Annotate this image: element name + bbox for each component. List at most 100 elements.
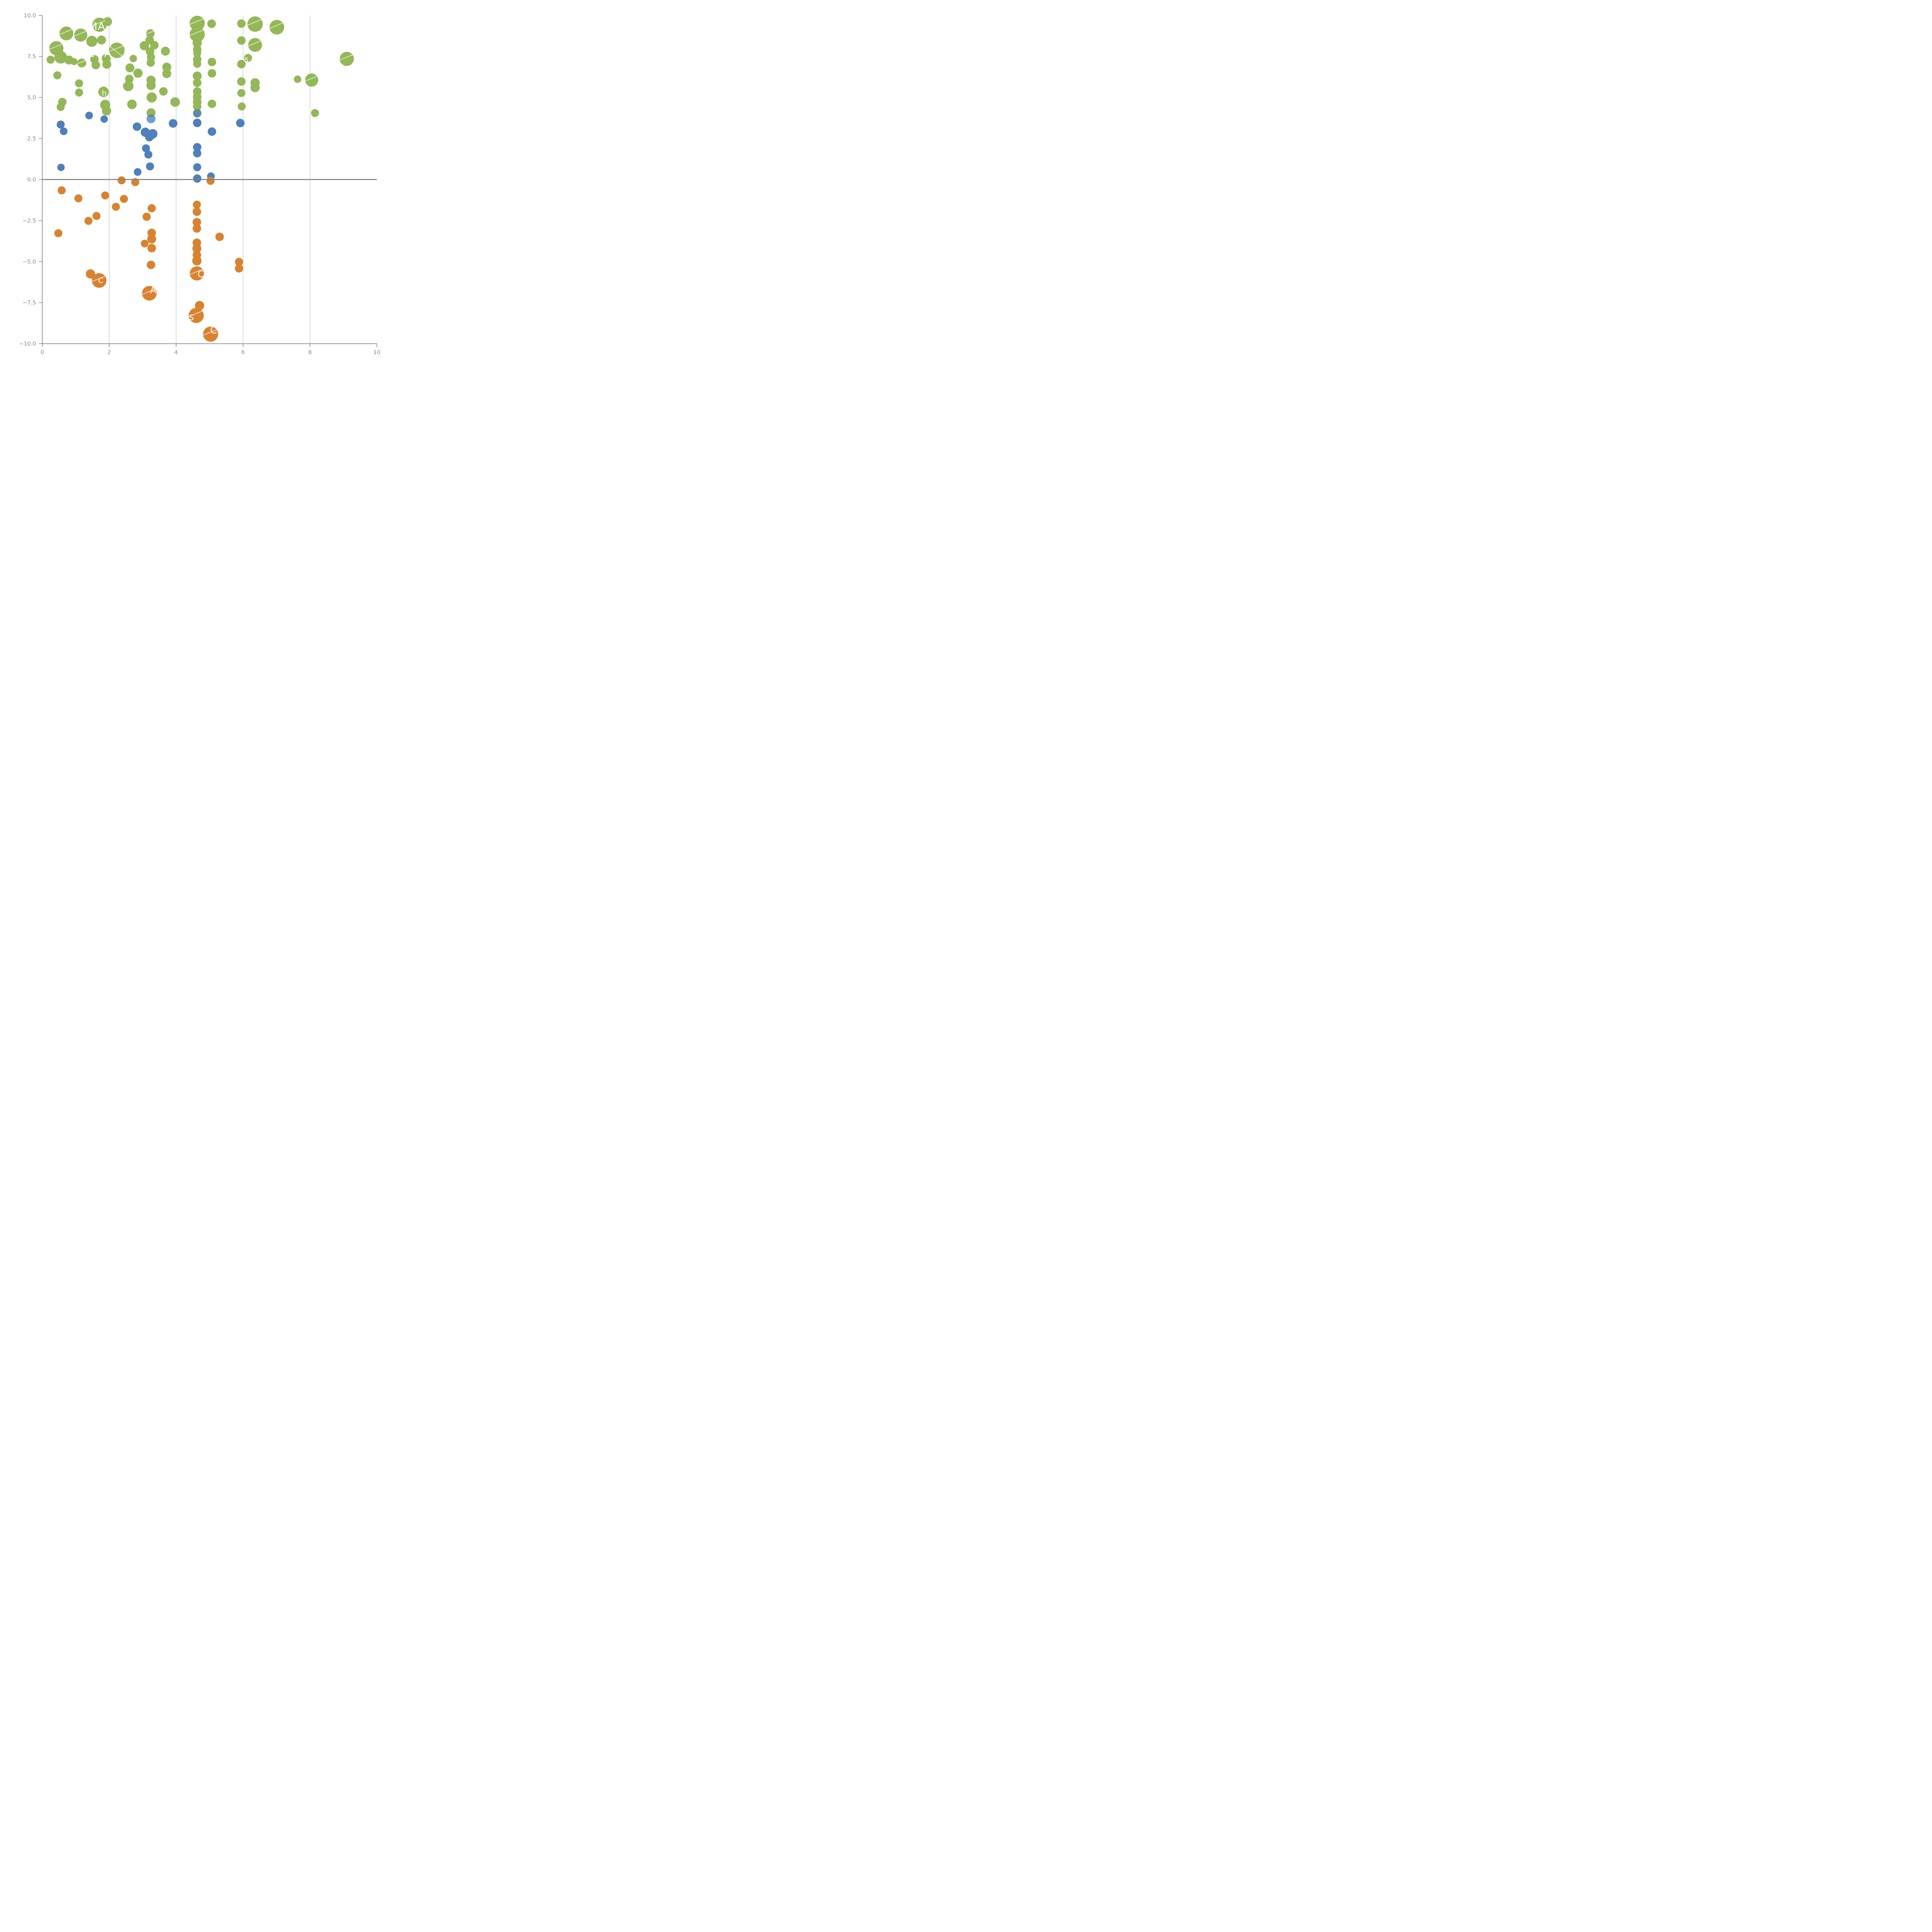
bubble-slash-fragment — [305, 75, 318, 82]
group-mid-blue-data-point — [144, 150, 153, 159]
bubble-slash-fragment — [59, 28, 73, 36]
bubble-slash-fragment — [109, 44, 125, 53]
bubble-letter-fragment: ’ — [124, 80, 126, 89]
bubble-slash-fragment — [74, 30, 87, 37]
group-low-orange-data-point — [92, 212, 101, 220]
group-low-orange-data-point — [58, 186, 66, 195]
bubble-slash-fragment — [190, 268, 204, 276]
group-mid-blue-data-point — [60, 127, 68, 135]
group-high-green-data-point — [237, 77, 246, 86]
x-tick-label: 4 — [174, 349, 178, 355]
bubble-slash-fragment — [49, 43, 64, 50]
group-mid-blue-data-point — [193, 163, 201, 172]
clipped-word-label: MA — [88, 20, 105, 32]
group-high-green-data-point — [150, 41, 159, 50]
group-mid-blue-data-point — [134, 168, 142, 176]
group-high-green-data-point — [162, 69, 172, 78]
group-mid-blue-data-point — [193, 119, 202, 128]
group-mid-blue-data-point — [207, 127, 216, 136]
group-low-orange-data-point — [147, 234, 156, 243]
group-high-green-data-point — [207, 99, 216, 108]
group-low-orange-data-point — [192, 218, 201, 227]
group-mid-blue-data-point — [133, 122, 141, 131]
group-high-green-data-point — [237, 89, 246, 97]
group-high-green-data-point — [162, 63, 172, 72]
group-high-green-data-point — [127, 99, 137, 109]
group-high-green-data-point — [70, 58, 78, 65]
group-high-green-data-point — [53, 71, 61, 80]
bubble-slash-fragment — [203, 328, 218, 337]
group-mid-blue-data-point — [168, 119, 178, 128]
group-high-green-data-point — [103, 17, 112, 26]
group-low-orange-data-point — [86, 269, 95, 279]
group-mid-blue-data-point — [142, 144, 150, 153]
group-high-green-data-point — [86, 36, 97, 47]
group-low-orange-data-point — [147, 204, 156, 213]
y-tick-label: 5.0 — [27, 95, 36, 101]
group-low-orange-data-point — [131, 178, 139, 186]
group-high-green-data-point — [192, 71, 202, 81]
group-high-green-data-point — [54, 51, 67, 64]
bubble-letter-fragment: s — [245, 54, 248, 64]
bubble-letter-fragment: C — [210, 325, 217, 336]
group-low-orange-data-point — [74, 194, 83, 202]
bubble-slash-fragment — [142, 287, 157, 296]
group-high-green-data-point — [237, 19, 246, 28]
bubble-slash-fragment — [269, 21, 284, 29]
group-low-orange-data-point — [141, 240, 149, 248]
group-high-green-data-point — [129, 54, 137, 63]
bubble-letter-fragment: s — [189, 311, 194, 323]
group-high-green-data-point — [207, 58, 216, 66]
bubble-slash-fragment — [109, 45, 125, 58]
group-mid-blue-data-point — [57, 163, 65, 171]
group-mid-blue-data-point — [193, 149, 202, 158]
group-high-green-data-point — [170, 97, 180, 107]
group-high-green-data-point — [98, 87, 109, 97]
group-high-green-data-point — [193, 49, 201, 57]
bubble-slash-fragment — [248, 39, 262, 47]
group-high-green-data-point — [56, 103, 65, 111]
x-tick-label: 8 — [308, 349, 312, 355]
x-tick-label: 0 — [41, 349, 44, 355]
group-low-orange-data-point — [117, 176, 126, 185]
y-tick-label: −7.5 — [22, 300, 36, 306]
bubble-scatter-figure: 10.0 7.5 5.0 2.5 0.0 −2.5 −5.0 −7.5 −10.0 0 2 4 6 8 10… — [0, 0, 386, 386]
group-high-green-data-point — [146, 92, 157, 103]
group-low-orange-data-point — [142, 213, 151, 221]
group-high-green-data-point — [238, 102, 246, 111]
group-high-green-data-point — [193, 78, 202, 87]
group-high-green-data-point — [75, 79, 83, 88]
bubble-letter-fragment: h — [102, 88, 107, 98]
group-low-orange-data-point — [235, 258, 243, 266]
bubble-slash-fragment — [146, 30, 155, 35]
y-tick-label: −2.5 — [22, 218, 36, 224]
group-high-green-data-point — [207, 19, 216, 28]
group-mid-blue-data-point — [145, 133, 154, 142]
group-high-green-data-point — [250, 83, 260, 92]
group-low-orange-data-point — [195, 301, 204, 310]
bubble-slash-fragment — [92, 19, 107, 27]
group-high-green-data-point — [294, 75, 301, 83]
bubble-slash-fragment — [340, 53, 354, 61]
bubble-letter-fragment: A — [150, 284, 156, 296]
x-tick-label: 2 — [107, 349, 111, 355]
group-high-green-data-point — [125, 63, 134, 73]
y-tick-label: 7.5 — [27, 54, 36, 60]
group-high-green-data-point — [237, 36, 246, 45]
x-tick-label: 10 — [373, 349, 380, 355]
group-mid-blue-data-point — [100, 115, 108, 123]
group-high-green-data-point — [75, 88, 83, 97]
bubble-slash-fragment — [92, 275, 107, 283]
group-low-orange-data-point — [192, 256, 202, 265]
group-high-green-data-point — [91, 61, 100, 70]
clipped-word-label: HE TA — [80, 48, 112, 60]
group-low-orange-data-point — [215, 232, 224, 241]
group-high-green-data-point — [237, 60, 246, 68]
bubble-slash-fragment — [189, 17, 205, 26]
y-tick-label: 10.0 — [24, 13, 36, 19]
group-low-orange-data-point — [54, 229, 63, 237]
group-low-orange-data-point — [120, 195, 128, 203]
group-low-orange-data-point — [147, 228, 156, 237]
group-low-orange-data-point — [192, 207, 201, 216]
group-high-green-data-point — [311, 109, 319, 117]
